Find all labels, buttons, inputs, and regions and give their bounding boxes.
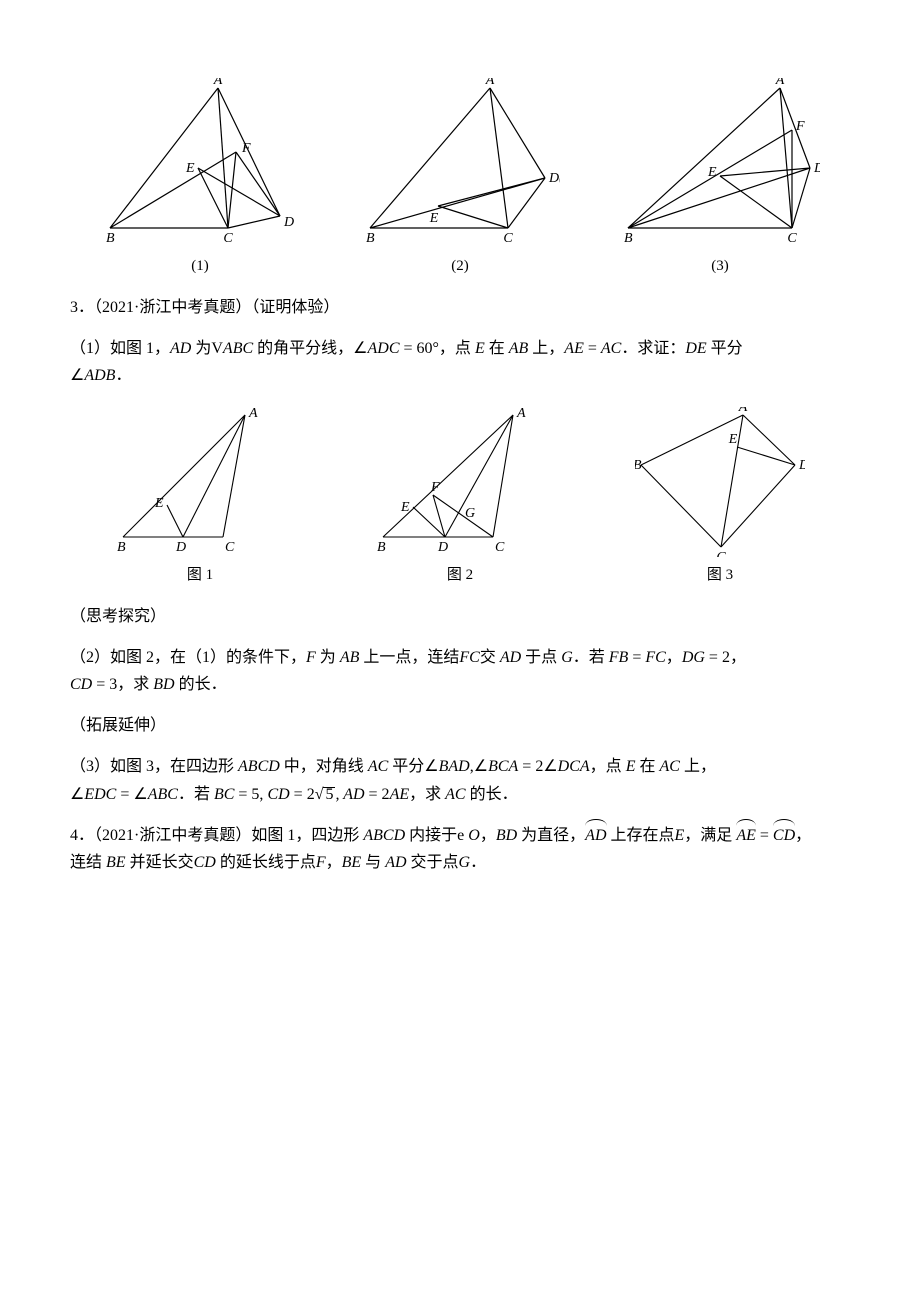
svg-text:C: C [503, 231, 513, 246]
svg-text:A: A [775, 78, 785, 88]
figure-row-2: A B D C E 图 1 A B D C E F G 图 2 A B C D E 图 3 [70, 407, 850, 589]
svg-text:F: F [795, 119, 805, 134]
fig-1-2-cap: (2) [360, 254, 560, 280]
fig-2-3-cap: 图 3 [635, 563, 805, 589]
svg-text:B: B [635, 458, 642, 473]
svg-text:G: G [465, 506, 475, 521]
svg-text:D: D [283, 215, 294, 230]
svg-text:A: A [738, 407, 748, 415]
svg-text:C: C [787, 231, 797, 246]
fig-2-2: A B D C E F G 图 2 [375, 407, 545, 589]
fig-2-1-svg: A B D C E [115, 407, 285, 557]
svg-text:C: C [495, 540, 505, 555]
svg-text:F: F [430, 480, 440, 495]
q3-part2: （2）如图 2，在（1）的条件下，F 为 AB 上一点，连结FC交 AD 于点 … [70, 644, 850, 698]
svg-text:A: A [248, 407, 258, 421]
fig-1-3-svg: A B C D E F [620, 78, 820, 248]
svg-text:E: E [429, 211, 439, 226]
fig-2-3: A B C D E 图 3 [635, 407, 805, 589]
svg-text:A: A [213, 78, 223, 88]
svg-text:E: E [185, 161, 195, 176]
fig-2-2-svg: A B D C E F G [375, 407, 545, 557]
svg-text:B: B [624, 231, 633, 246]
svg-text:E: E [154, 496, 164, 511]
svg-text:A: A [516, 407, 526, 421]
figure-row-1: A B C D E F (1) A B C D(F) E (2) A B C D E F (3) [70, 78, 850, 280]
svg-text:B: B [117, 540, 126, 555]
fig-2-3-svg: A B C D E [635, 407, 805, 557]
fig-1-3: A B C D E F (3) [620, 78, 820, 280]
fig-2-1: A B D C E 图 1 [115, 407, 285, 589]
fig-1-1-cap: (1) [100, 254, 300, 280]
svg-text:E: E [728, 432, 738, 447]
fig-1-1: A B C D E F (1) [100, 78, 300, 280]
svg-text:C: C [225, 540, 235, 555]
svg-text:B: B [377, 540, 386, 555]
fig-1-1-svg: A B C D E F [100, 78, 300, 248]
svg-text:D: D [175, 540, 186, 555]
svg-text:D: D [813, 161, 820, 176]
svg-text:E: E [400, 500, 410, 515]
arc-AD: AD [585, 822, 606, 849]
q4-part: 4．（2021·浙江中考真题）如图 1，四边形 ABCD 内接于e O，BD 为… [70, 822, 850, 876]
fig-1-2: A B C D(F) E (2) [360, 78, 560, 280]
fig-1-2-svg: A B C D(F) E [360, 78, 560, 248]
svg-text:C: C [223, 231, 233, 246]
svg-text:B: B [106, 231, 115, 246]
arc-AE: AE [736, 822, 756, 849]
fig-2-2-cap: 图 2 [375, 563, 545, 589]
q3-part1: （1）如图 1，AD 为VABC 的角平分线，∠ADC = 60°，点 E 在 … [70, 335, 850, 389]
svg-text:A: A [485, 78, 495, 88]
svg-text:C: C [716, 550, 726, 557]
fig-1-3-cap: (3) [620, 254, 820, 280]
svg-text:D(F): D(F) [548, 171, 560, 186]
arc-CD: CD [773, 822, 795, 849]
svg-text:E: E [707, 165, 717, 180]
fig-2-1-cap: 图 1 [115, 563, 285, 589]
tuozhan-head: （拓展延伸） [70, 712, 850, 739]
q3-head: 3．（2021·浙江中考真题）（证明体验） [70, 294, 850, 321]
svg-text:D: D [437, 540, 448, 555]
q3-part3: （3）如图 3，在四边形 ABCD 中，对角线 AC 平分∠BAD,∠BCA =… [70, 753, 850, 807]
sikao-head: （思考探究） [70, 603, 850, 630]
svg-text:B: B [366, 231, 375, 246]
svg-text:F: F [241, 141, 251, 156]
svg-text:D: D [798, 458, 805, 473]
